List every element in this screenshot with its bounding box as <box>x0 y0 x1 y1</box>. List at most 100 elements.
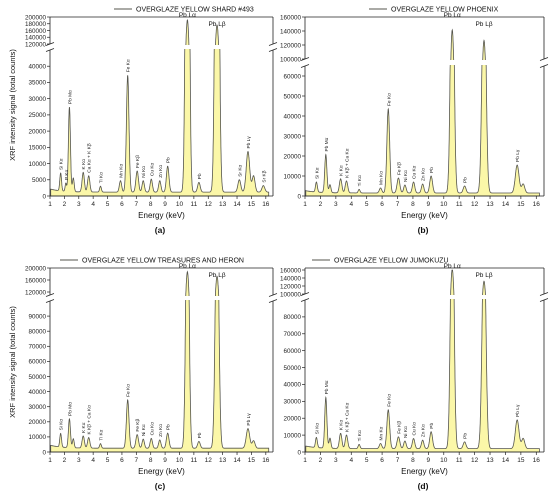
y-tick-label: 60000 <box>28 359 46 366</box>
peak-label: Pb <box>429 423 435 429</box>
axis-break-gap <box>51 296 272 300</box>
peak-label: Ca Kα + K Kβ <box>87 143 93 173</box>
peak-label: Fe Kα <box>126 59 132 72</box>
peak-label: Pb <box>463 177 469 183</box>
peak-label: Fe Kβ <box>396 162 402 175</box>
y-tick-label: 70000 <box>283 331 301 338</box>
peak-label: Cu Kα <box>149 162 155 176</box>
x-tick-label: 12 <box>205 201 213 208</box>
y-tick-label: 160000 <box>25 277 47 284</box>
x-tick-label: 2 <box>319 457 323 464</box>
axis-break-mark <box>45 293 55 297</box>
peak-label: Fe Kβ <box>396 421 402 434</box>
x-tick-label: 15 <box>248 201 256 208</box>
spectrum-area <box>50 19 270 197</box>
peak-label: Ni Kα <box>403 426 409 438</box>
x-tick-label: 7 <box>135 457 139 464</box>
peak-label: Cu Kα <box>412 422 418 436</box>
x-tick-label: 5 <box>365 457 369 464</box>
x-tick-label: 8 <box>149 457 153 464</box>
y-tick-label: 60000 <box>283 73 301 80</box>
x-tick-label: 14 <box>502 457 510 464</box>
peak-label: P Kα <box>64 169 70 180</box>
y-tick-label: 20000 <box>28 419 46 426</box>
axis-break-mark <box>300 298 310 302</box>
x-tick-label: 7 <box>135 201 139 208</box>
peak-label: K Kβ + Ca Kα <box>344 402 350 432</box>
x-axis-title: Energy (keV) <box>138 211 185 220</box>
x-tick-label: 5 <box>106 457 110 464</box>
x-tick-label: 3 <box>334 457 338 464</box>
x-tick-label: 2 <box>63 457 67 464</box>
x-tick-label: 7 <box>396 457 400 464</box>
peak-label: Pb Lγ <box>515 404 521 417</box>
peak-label: Si Kα <box>314 167 320 179</box>
peak-label: Zn Kα <box>421 168 427 181</box>
x-tick-label: 3 <box>77 201 81 208</box>
peak-label: Si Kα <box>59 158 65 170</box>
peak-label: Pb Lβ <box>475 272 492 279</box>
peak-label: Ti Kα <box>357 430 363 441</box>
y-tick-label: 10000 <box>28 161 46 168</box>
peak-label: Ni Kα <box>141 166 147 178</box>
y-tick-label: 40000 <box>28 64 46 71</box>
x-tick-label: 13 <box>486 457 494 464</box>
peak-label: Ni Kα <box>141 424 147 436</box>
spectrum-panel: 0 10000 20000 30000 40000 50000 60000 100000 120… <box>280 7 549 235</box>
x-tick-label: 16 <box>533 457 541 464</box>
spectrum-area <box>305 269 540 453</box>
y-tick-label: 15000 <box>28 145 46 152</box>
x-tick-label: 11 <box>190 457 197 464</box>
peak-label: Pb Lγ <box>246 136 252 149</box>
y-tick-label: 30000 <box>28 96 46 103</box>
axis-break-mark <box>45 48 55 52</box>
x-tick-label: 10 <box>440 457 448 464</box>
x-tick-label: 5 <box>106 201 110 208</box>
peak-label: K Kα <box>81 422 87 433</box>
axis-break-gap <box>306 295 543 299</box>
peak-label: Pb Mα <box>324 137 330 151</box>
y-tick-label: 180000 <box>25 21 47 28</box>
peak-label: Fe Kβ <box>135 155 141 168</box>
x-tick-label: 14 <box>233 201 241 208</box>
y-tick-label: 5000 <box>32 177 47 184</box>
x-tick-label: 9 <box>163 457 167 464</box>
y-axis-title: XRF intensity signal (total counts) <box>8 306 17 418</box>
y-tick-label: 140000 <box>280 28 302 35</box>
y-tick-label: 35000 <box>28 80 46 87</box>
y-tick-label: 30000 <box>283 133 301 140</box>
x-tick-label: 16 <box>533 201 541 208</box>
peak-label: Pb <box>197 173 203 179</box>
x-tick-label: 14 <box>502 201 510 208</box>
peak-label: Cu Kα <box>412 165 418 179</box>
y-tick-label: 140000 <box>25 35 47 42</box>
y-tick-label: 140000 <box>280 275 302 282</box>
y-tick-label: 40000 <box>28 389 46 396</box>
peak-label: Pb <box>166 424 172 430</box>
x-tick-label: 16 <box>262 457 270 464</box>
x-tick-label: 1 <box>303 201 307 208</box>
x-tick-label: 16 <box>262 201 270 208</box>
axis-break-mark <box>300 64 310 68</box>
peak-label: K Kα <box>339 420 345 431</box>
x-tick-label: 11 <box>190 201 197 208</box>
x-tick-label: 2 <box>319 201 323 208</box>
peak-label: K Kα <box>339 165 345 176</box>
peak-label: Zn Kα <box>158 424 164 437</box>
x-tick-label: 12 <box>471 457 479 464</box>
y-tick-label: 30000 <box>283 399 301 406</box>
x-axis-title: Energy (keV) <box>138 467 185 476</box>
peak-label: K Kβ + Ca Kα <box>344 148 350 178</box>
x-tick-label: 6 <box>120 201 124 208</box>
peak-label: Pb Lβ <box>475 21 492 28</box>
y-tick-label: 0 <box>42 449 46 456</box>
x-tick-label: 6 <box>120 457 124 464</box>
x-tick-label: 7 <box>396 201 400 208</box>
peak-label: K Kα <box>81 159 87 170</box>
panel-caption: (b) <box>418 225 429 235</box>
y-tick-label: 0 <box>297 449 301 456</box>
spectrum-area <box>305 28 540 197</box>
y-tick-label: 80000 <box>283 314 301 321</box>
y-tick-label: 0 <box>42 193 46 200</box>
peak-label: K Kβ + Ca Kα <box>87 405 93 435</box>
